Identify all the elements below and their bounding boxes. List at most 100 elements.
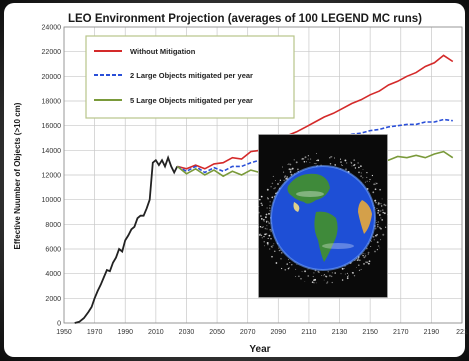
- debris-particle: [379, 188, 381, 191]
- debris-particle: [377, 211, 380, 214]
- debris-particle: [355, 266, 357, 268]
- debris-particle: [287, 163, 289, 166]
- debris-particle: [360, 269, 362, 270]
- debris-particle: [377, 209, 380, 212]
- debris-particle: [374, 182, 376, 184]
- debris-particle: [360, 165, 362, 167]
- legend: Without Mitigation 2 Large Objects mitig…: [85, 35, 295, 119]
- debris-particle: [287, 259, 290, 261]
- debris-particle: [362, 254, 364, 257]
- debris-particle: [269, 204, 271, 207]
- debris-particle: [275, 180, 276, 181]
- debris-particle: [264, 216, 267, 219]
- debris-particle: [268, 212, 270, 215]
- debris-particle: [280, 267, 283, 270]
- debris-particle: [382, 209, 384, 211]
- debris-particle: [385, 226, 387, 228]
- debris-particle: [340, 273, 342, 275]
- debris-particle: [340, 164, 342, 165]
- debris-particle: [353, 164, 355, 167]
- debris-particle: [377, 202, 380, 204]
- x-tick-label: 2110: [301, 329, 316, 336]
- debris-particle: [313, 272, 315, 274]
- debris-particle: [329, 162, 332, 165]
- debris-particle: [279, 181, 281, 183]
- debris-particle: [354, 167, 357, 169]
- debris-particle: [376, 233, 378, 236]
- debris-particle: [353, 159, 356, 161]
- debris-particle: [380, 217, 382, 219]
- debris-particle: [364, 255, 367, 257]
- debris-particle: [297, 168, 299, 171]
- debris-particle: [330, 275, 333, 278]
- y-tick-label: 6000: [45, 247, 61, 254]
- debris-particle: [264, 227, 267, 230]
- debris-particle: [278, 247, 280, 249]
- debris-particle: [377, 221, 380, 223]
- debris-particle: [360, 175, 362, 177]
- debris-particle: [259, 233, 261, 235]
- debris-particle: [357, 259, 359, 261]
- debris-particle: [267, 221, 269, 223]
- y-tick-label: 2000: [45, 296, 61, 303]
- debris-particle: [272, 244, 274, 247]
- debris-particle: [316, 159, 318, 162]
- x-tick-label: 2030: [179, 329, 195, 336]
- debris-particle: [288, 267, 290, 269]
- debris-particle: [280, 257, 282, 260]
- debris-particle: [363, 256, 366, 259]
- debris-particle: [357, 257, 359, 260]
- debris-particle: [268, 234, 271, 237]
- debris-particle: [266, 225, 268, 227]
- debris-particle: [263, 236, 265, 238]
- debris-particle: [260, 215, 262, 217]
- debris-particle: [376, 182, 378, 185]
- debris-particle: [346, 272, 348, 274]
- debris-particle: [379, 226, 381, 229]
- debris-particle: [367, 253, 369, 255]
- debris-particle: [310, 158, 312, 160]
- debris-particle: [259, 226, 262, 228]
- debris-particle: [334, 164, 336, 166]
- y-tick-label: 12000: [42, 173, 62, 180]
- debris-particle: [383, 212, 386, 215]
- debris-particle: [385, 205, 386, 207]
- debris-particle: [261, 226, 263, 228]
- debris-particle: [350, 162, 353, 164]
- debris-particle: [270, 231, 272, 233]
- debris-particle: [381, 219, 384, 221]
- debris-particle: [341, 267, 344, 270]
- debris-particle: [311, 281, 314, 283]
- south-america: [314, 211, 338, 262]
- debris-particle: [357, 162, 359, 164]
- debris-particle: [321, 275, 323, 277]
- debris-particle: [351, 271, 354, 274]
- debris-particle: [279, 179, 282, 181]
- debris-particle: [262, 226, 264, 228]
- debris-particle: [376, 241, 379, 244]
- debris-particle: [313, 282, 315, 284]
- debris-particle: [283, 171, 285, 173]
- debris-particle: [366, 171, 368, 174]
- debris-particle: [358, 166, 360, 169]
- debris-particle: [379, 247, 381, 249]
- debris-particle: [271, 255, 273, 258]
- debris-particle: [295, 268, 297, 270]
- debris-particle: [307, 158, 309, 160]
- y-axis-label: Effective Nuumber of Objects (>10 cm): [13, 102, 22, 249]
- debris-particle: [260, 202, 262, 205]
- debris-particle: [273, 188, 275, 190]
- debris-particle: [317, 159, 320, 162]
- debris-particle: [292, 167, 294, 170]
- debris-particle: [323, 279, 325, 281]
- debris-particle: [333, 157, 336, 159]
- debris-particle: [261, 237, 263, 239]
- earth-debris-photo: [258, 134, 388, 298]
- debris-particle: [362, 177, 364, 179]
- debris-particle: [374, 199, 377, 202]
- debris-particle: [302, 158, 305, 160]
- debris-particle: [376, 222, 378, 223]
- debris-particle: [261, 204, 263, 206]
- debris-particle: [376, 208, 378, 210]
- debris-particle: [362, 169, 364, 170]
